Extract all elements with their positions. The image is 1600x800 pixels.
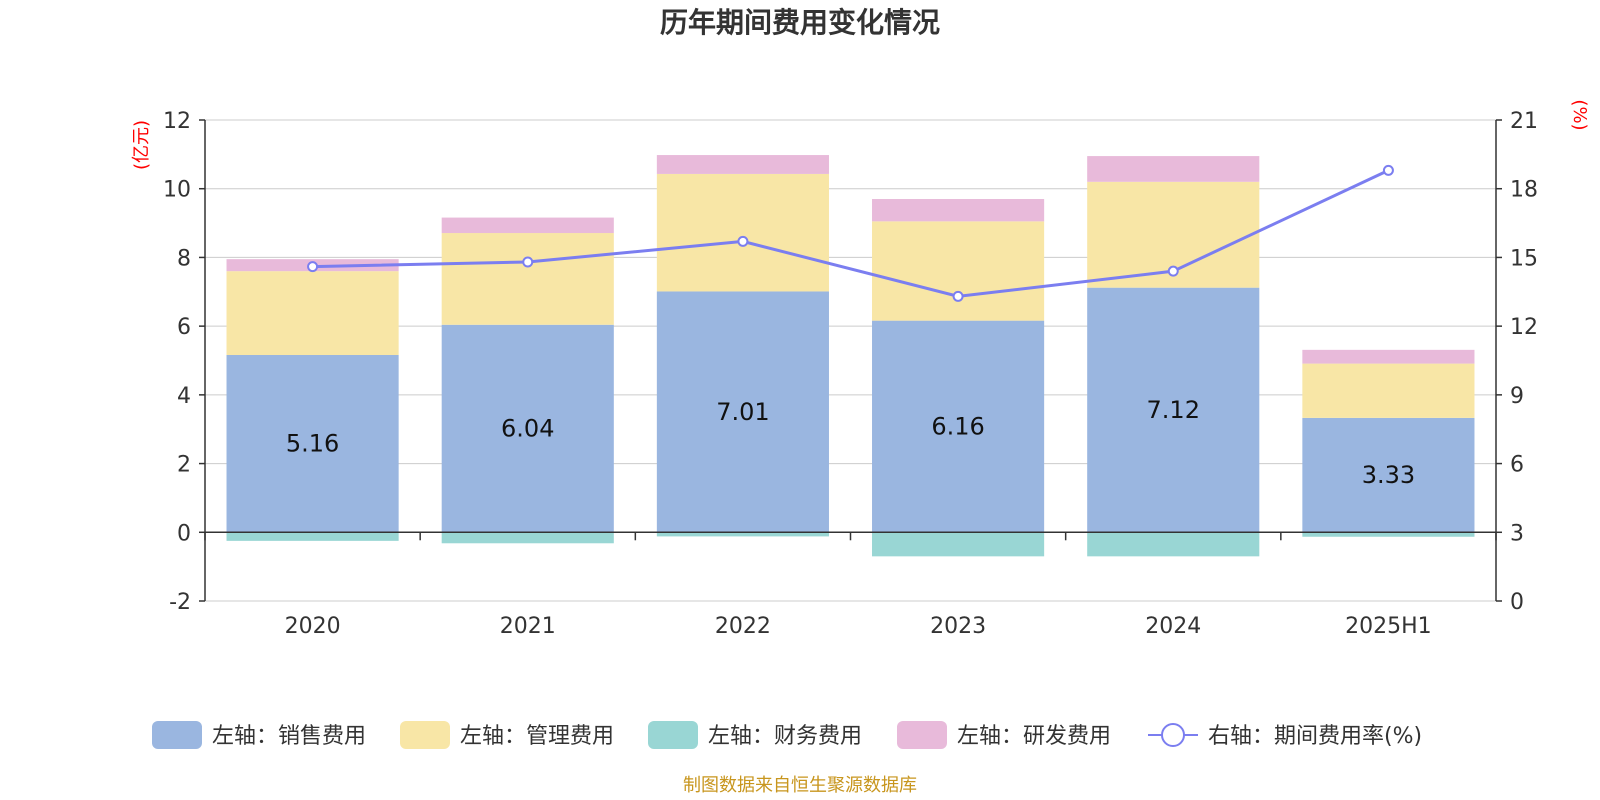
legend-swatch (152, 721, 202, 749)
bar-segment (1087, 156, 1260, 182)
left-tick-label: -2 (169, 590, 191, 615)
legend-label: 左轴：管理费用 (460, 724, 614, 749)
bar-data-label: 3.33 (1362, 461, 1415, 489)
bar-segment (226, 271, 399, 356)
bar-segment (656, 291, 829, 533)
bar-segment (441, 324, 614, 533)
rate-point (307, 261, 319, 273)
bar-segment (656, 532, 829, 537)
bar-segment (226, 532, 399, 541)
bar-segment (1302, 349, 1475, 364)
bar-segment (1302, 363, 1475, 418)
left-tick-label: 2 (177, 453, 191, 478)
right-tick-label: 6 (1510, 453, 1524, 478)
rate-line-path (312, 169, 1390, 298)
bar-segment (656, 173, 829, 292)
bar-segment (872, 199, 1045, 222)
bar-segment (1302, 532, 1475, 537)
left-tick-label: 12 (163, 109, 191, 134)
x-tick-label: 2021 (500, 614, 556, 639)
bar-segment (872, 221, 1045, 321)
x-tick-label: 2025H1 (1345, 614, 1432, 639)
legend-swatch (897, 721, 947, 749)
legend-marker (1161, 723, 1185, 747)
rate-point (522, 256, 534, 268)
legend-swatch (400, 721, 450, 749)
left-tick-label: 4 (177, 384, 191, 409)
bar-segment (1087, 532, 1260, 557)
left-axis-unit: (亿元) (131, 120, 152, 170)
bar-data-label: 7.01 (716, 398, 769, 426)
left-tick-label: 10 (163, 178, 191, 203)
right-tick-label: 9 (1510, 384, 1524, 409)
legend-label: 左轴：销售费用 (212, 724, 366, 749)
bar-data-label: 6.04 (501, 415, 554, 443)
legend-label: 左轴：财务费用 (708, 724, 862, 749)
left-tick-label: 8 (177, 246, 191, 271)
bars (226, 155, 1475, 557)
data-source: 制图数据来自恒生聚源数据库 (683, 775, 917, 796)
legend-label: 左轴：研发费用 (957, 724, 1111, 749)
rate-point (737, 235, 749, 247)
bar-segment (656, 155, 829, 174)
bar-data-label: 7.12 (1147, 396, 1200, 424)
right-tick-label: 15 (1510, 246, 1538, 271)
legend-label: 右轴：期间费用率(%) (1208, 724, 1422, 749)
x-tick-label: 2023 (930, 614, 986, 639)
chart-title: 历年期间费用变化情况 (660, 6, 940, 39)
x-tick-label: 2022 (715, 614, 771, 639)
right-axis-unit: (%) (1569, 99, 1590, 130)
bar-segment (441, 233, 614, 325)
bar-segment (226, 355, 399, 533)
bar-data-label: 5.16 (286, 430, 339, 458)
data-labels: 5.16 6.04 7.01 6.16 7.12 3.33 (286, 396, 1415, 489)
legend-swatch (648, 721, 698, 749)
rate-point (1167, 265, 1179, 277)
rate-point (952, 290, 964, 302)
rate-line (307, 164, 1394, 302)
bar-data-label: 6.16 (931, 412, 984, 440)
bar-segment (441, 532, 614, 544)
left-tick-label: 6 (177, 315, 191, 340)
rate-point (1382, 164, 1394, 176)
right-tick-label: 0 (1510, 590, 1524, 615)
bar-segment (872, 532, 1045, 557)
right-tick-label: 21 (1510, 109, 1538, 134)
bar-segment (872, 320, 1045, 533)
left-tick-label: 0 (177, 521, 191, 546)
bar-segment (441, 217, 614, 234)
legend: 左轴：销售费用 左轴：管理费用 左轴：财务费用 左轴：研发费用 右轴：期间费用率(%) (152, 721, 1422, 749)
bar-segment (1087, 287, 1260, 533)
right-tick-label: 12 (1510, 315, 1538, 340)
bar-segment (1302, 417, 1475, 533)
axes: -2 0 2 4 6 8 10 12 0 3 6 9 12 15 18 21 2020 2021 2022 2023 2… (163, 109, 1538, 639)
right-tick-label: 18 (1510, 178, 1538, 203)
x-tick-label: 2024 (1145, 614, 1201, 639)
right-tick-label: 3 (1510, 521, 1524, 546)
x-tick-label: 2020 (285, 614, 341, 639)
